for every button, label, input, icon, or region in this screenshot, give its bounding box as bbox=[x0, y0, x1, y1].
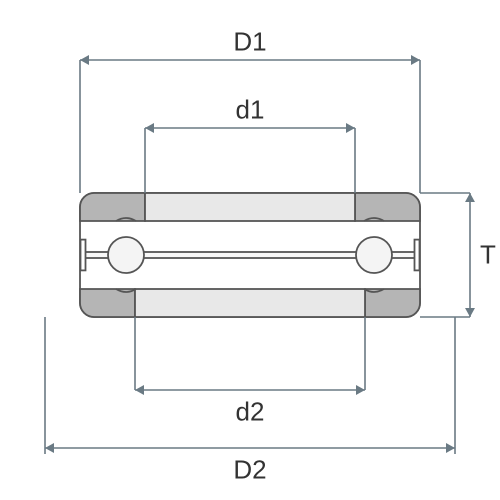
label-D2: D2 bbox=[233, 455, 266, 486]
diagram-canvas: D1 d1 d2 D2 T bbox=[0, 0, 500, 500]
label-T: T bbox=[480, 240, 496, 271]
label-d2: d2 bbox=[236, 397, 265, 428]
bearing-cross-section bbox=[80, 193, 420, 317]
label-d1: d1 bbox=[236, 95, 265, 126]
label-D1: D1 bbox=[233, 27, 266, 58]
